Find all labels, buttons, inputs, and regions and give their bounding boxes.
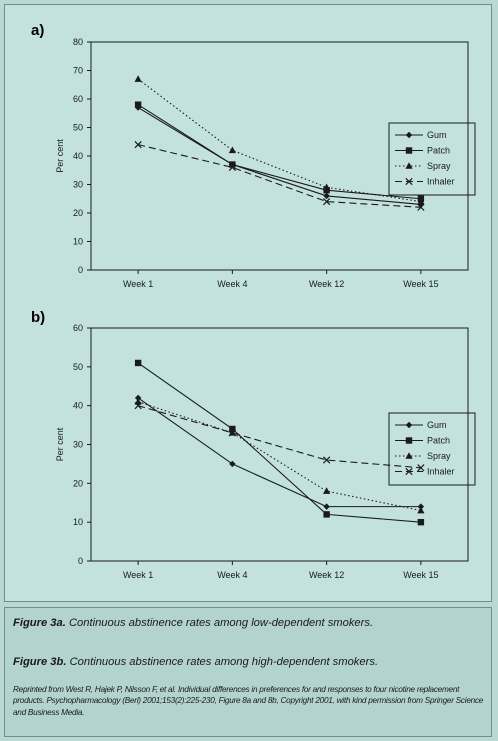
y-tick-label: 50 — [73, 362, 83, 372]
data-point-gum — [323, 503, 330, 510]
y-tick-label: 50 — [73, 123, 83, 133]
y-tick-label: 80 — [73, 37, 83, 47]
y-tick-label: 40 — [73, 401, 83, 411]
credit-text: Reprinted from West R, Hajek P, Nilsson … — [13, 685, 484, 717]
plot-frame — [90, 41, 469, 271]
legend-label-inhaler: Inhaler — [427, 177, 455, 187]
data-point-spray — [134, 397, 142, 405]
legend-marker-gum — [405, 421, 413, 429]
legend-label-spray: Spray — [427, 161, 451, 171]
data-point-inhaler — [417, 203, 425, 211]
panel-label: b) — [31, 309, 45, 326]
data-point-inhaler — [417, 464, 425, 472]
figure-3b-text: Continuous abstinence rates among high-d… — [66, 656, 379, 668]
data-point-spray — [323, 183, 331, 191]
data-point-gum — [229, 460, 236, 468]
charts-svg: a) 0 10 20 30 40 50 60 70 80 Week 1 Week 4 Week 12 We… — [31, 22, 476, 580]
figure-3b-label: Figure 3b. — [13, 656, 67, 668]
plot-frame — [90, 327, 469, 562]
data-point-patch — [229, 161, 236, 168]
legend-marker-gum — [405, 131, 413, 139]
data-point-gum — [417, 503, 425, 510]
data-point-inhaler — [134, 402, 142, 410]
data-point-gum — [323, 192, 330, 200]
y-tick-label: 20 — [73, 478, 83, 488]
figure-3a-label: Figure 3a. — [13, 617, 66, 629]
y-tick-label: 60 — [73, 94, 83, 104]
x-tick-label: Week 4 — [217, 570, 247, 580]
y-tick-label: 30 — [73, 440, 83, 450]
legend-marker-inhaler — [405, 467, 413, 476]
data-point-patch — [323, 511, 330, 518]
y-axis-label: Per cent — [55, 139, 65, 173]
data-point-spray — [417, 197, 425, 205]
data-point-inhaler — [228, 429, 236, 437]
y-axis-label: Per cent — [55, 427, 65, 461]
data-point-gum — [134, 394, 142, 402]
legend-label-gum: Gum — [427, 130, 447, 140]
data-point-inhaler — [134, 140, 142, 149]
legend-marker-patch — [405, 437, 413, 444]
y-tick-label: 0 — [78, 556, 83, 566]
data-point-spray — [417, 506, 425, 514]
legend-marker-spray — [405, 162, 413, 169]
series-line-inhaler — [137, 144, 421, 208]
figure-3a-text: Continuous abstinence rates among low-de… — [65, 617, 374, 629]
x-tick-label: Week 1 — [123, 570, 153, 580]
y-tick-label: 10 — [73, 237, 83, 247]
data-point-patch — [417, 518, 425, 526]
legend-marker-patch — [405, 147, 413, 154]
y-tick-label: 20 — [73, 208, 83, 218]
series-line-gum — [137, 107, 421, 205]
x-tick-label: Week 15 — [403, 279, 438, 289]
caption-panel: Figure 3a. Continuous abstinence rates a… — [4, 607, 492, 737]
x-tick-label: Week 12 — [309, 570, 344, 580]
data-point-patch — [229, 425, 236, 433]
legend-label-inhaler: Inhaler — [427, 467, 455, 477]
x-tick-label: Week 12 — [309, 279, 344, 289]
figure-3b-caption: Figure 3b. Continuous abstinence rates a… — [13, 656, 378, 668]
x-tick-label: Week 15 — [403, 570, 438, 580]
y-tick-label: 30 — [73, 180, 83, 190]
x-tick-label: Week 1 — [123, 279, 153, 289]
legend-box — [388, 412, 476, 486]
legend-box — [388, 122, 476, 196]
figure-panel: a) 0 10 20 30 40 50 60 70 80 Week 1 Week 4 Week 12 We… — [4, 4, 492, 602]
data-point-spray — [134, 75, 142, 82]
series-line-patch — [137, 362, 421, 523]
y-tick-label: 60 — [73, 323, 83, 333]
figure-3a-caption: Figure 3a. Continuous abstinence rates a… — [13, 617, 373, 629]
chart-b: b) 0 10 20 30 40 50 60 Week 1 Week 4 Week 12 Week 1… — [31, 309, 476, 580]
data-point-inhaler — [323, 456, 331, 464]
legend-marker-spray — [405, 452, 413, 459]
legend-label-patch: Patch — [427, 436, 450, 446]
legend-label-spray: Spray — [427, 451, 451, 461]
legend-label-patch: Patch — [427, 146, 450, 156]
y-tick-label: 40 — [73, 151, 83, 161]
data-point-spray — [228, 146, 236, 154]
data-point-inhaler — [323, 197, 331, 206]
data-point-inhaler — [228, 163, 236, 172]
legend-label-gum: Gum — [427, 420, 447, 430]
y-tick-label: 0 — [78, 265, 83, 275]
y-tick-label: 10 — [73, 517, 83, 527]
chart-a: a) 0 10 20 30 40 50 60 70 80 Week 1 Week 4 Week 12 We… — [31, 22, 476, 289]
panel-label: a) — [31, 22, 44, 39]
data-point-spray — [323, 487, 331, 494]
series-line-inhaler — [137, 405, 421, 469]
data-point-patch — [134, 101, 142, 108]
series-line-spray — [137, 78, 421, 203]
data-point-patch — [134, 359, 142, 367]
data-point-patch — [323, 187, 330, 194]
series-line-gum — [137, 397, 421, 508]
y-tick-label: 70 — [73, 66, 83, 76]
x-tick-label: Week 4 — [217, 279, 247, 289]
legend-marker-inhaler — [405, 177, 413, 186]
series-line-patch — [137, 104, 421, 200]
